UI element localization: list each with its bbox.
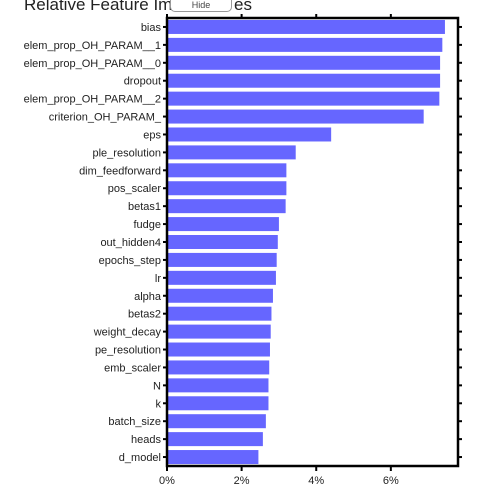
bar-batch_size xyxy=(167,414,266,429)
bar-N xyxy=(167,378,269,393)
plot-area: bias elem_prop_OH_PARAM__1 elem_prop_OH_PA… xyxy=(24,14,462,487)
bar-weight_decay xyxy=(167,324,271,339)
bar-elem_prop_OH_PARAM__2 xyxy=(167,91,440,106)
bar-epochs_step xyxy=(167,252,277,267)
ytick-label-epochs_step: epochs_step xyxy=(99,255,161,267)
bar-alpha xyxy=(167,288,273,303)
ytick-label-out_hidden4: out_hidden4 xyxy=(100,237,161,249)
bar-d_model xyxy=(167,450,259,465)
xtick-label-0: 0% xyxy=(159,475,175,487)
bar-k xyxy=(167,396,269,411)
bar-betas2 xyxy=(167,306,272,321)
bar-betas1 xyxy=(167,199,286,214)
bar-pe_resolution xyxy=(167,342,270,357)
ytick-label-d_model: d_model xyxy=(119,452,161,464)
xtick-label-1: 2% xyxy=(234,475,250,487)
bar-pos_scaler xyxy=(167,181,287,196)
bar-criterion_OH_PARAM_ xyxy=(167,109,424,124)
plot-frame xyxy=(165,16,460,468)
ytick-label-emb_scaler: emb_scaler xyxy=(104,362,161,374)
ytick-label-betas2: betas2 xyxy=(128,309,161,321)
bar-dropout xyxy=(167,73,441,88)
ytick-label-heads: heads xyxy=(131,434,161,446)
ytick-label-alpha: alpha xyxy=(134,291,162,303)
xtick-label-2: 4% xyxy=(308,475,324,487)
ytick-label-eps: eps xyxy=(143,129,161,141)
bar-out_hidden4 xyxy=(167,235,278,249)
ytick-label-criterion_OH_PARAM_: criterion_OH_PARAM_ xyxy=(49,112,162,124)
bar-elem_prop_OH_PARAM__1 xyxy=(167,37,443,52)
ytick-label-elem_prop_OH_PARAM__2: elem_prop_OH_PARAM__2 xyxy=(24,94,161,106)
ytick-label-dim_feedforward: dim_feedforward xyxy=(79,165,161,177)
bar-elem_prop_OH_PARAM__0 xyxy=(167,55,441,70)
ytick-label-k: k xyxy=(156,398,162,410)
xtick-label-3: 6% xyxy=(383,475,399,487)
ytick-label-fudge: fudge xyxy=(133,219,161,231)
ytick-label-bias: bias xyxy=(141,22,162,34)
chart-title: Relative Feature Im es xyxy=(24,0,252,14)
chart-title-left: Relative Feature Im xyxy=(24,0,172,14)
ytick-label-ple_resolution: ple_resolution xyxy=(93,147,162,159)
bar-emb_scaler xyxy=(167,360,270,375)
bar-ple_resolution xyxy=(167,145,296,160)
bar-lr xyxy=(167,270,276,285)
hide-title-button[interactable]: Hide xyxy=(170,0,232,12)
ytick-label-batch_size: batch_size xyxy=(108,416,161,428)
chart-title-right: es xyxy=(234,0,252,14)
ytick-label-pos_scaler: pos_scaler xyxy=(108,183,162,195)
ytick-label-lr: lr xyxy=(155,273,161,285)
bar-dim_feedforward xyxy=(167,163,287,178)
bar-fudge xyxy=(167,217,279,232)
ytick-label-betas1: betas1 xyxy=(128,201,161,213)
ytick-label-weight_decay: weight_decay xyxy=(93,327,162,339)
ytick-label-elem_prop_OH_PARAM__0: elem_prop_OH_PARAM__0 xyxy=(24,58,161,70)
ytick-label-elem_prop_OH_PARAM__1: elem_prop_OH_PARAM__1 xyxy=(24,40,161,52)
ytick-label-pe_resolution: pe_resolution xyxy=(95,345,161,357)
bar-eps xyxy=(167,127,332,142)
ytick-label-N: N xyxy=(153,380,161,392)
bar-heads xyxy=(167,432,263,447)
ytick-label-dropout: dropout xyxy=(124,76,161,88)
bar-bias xyxy=(167,19,445,34)
